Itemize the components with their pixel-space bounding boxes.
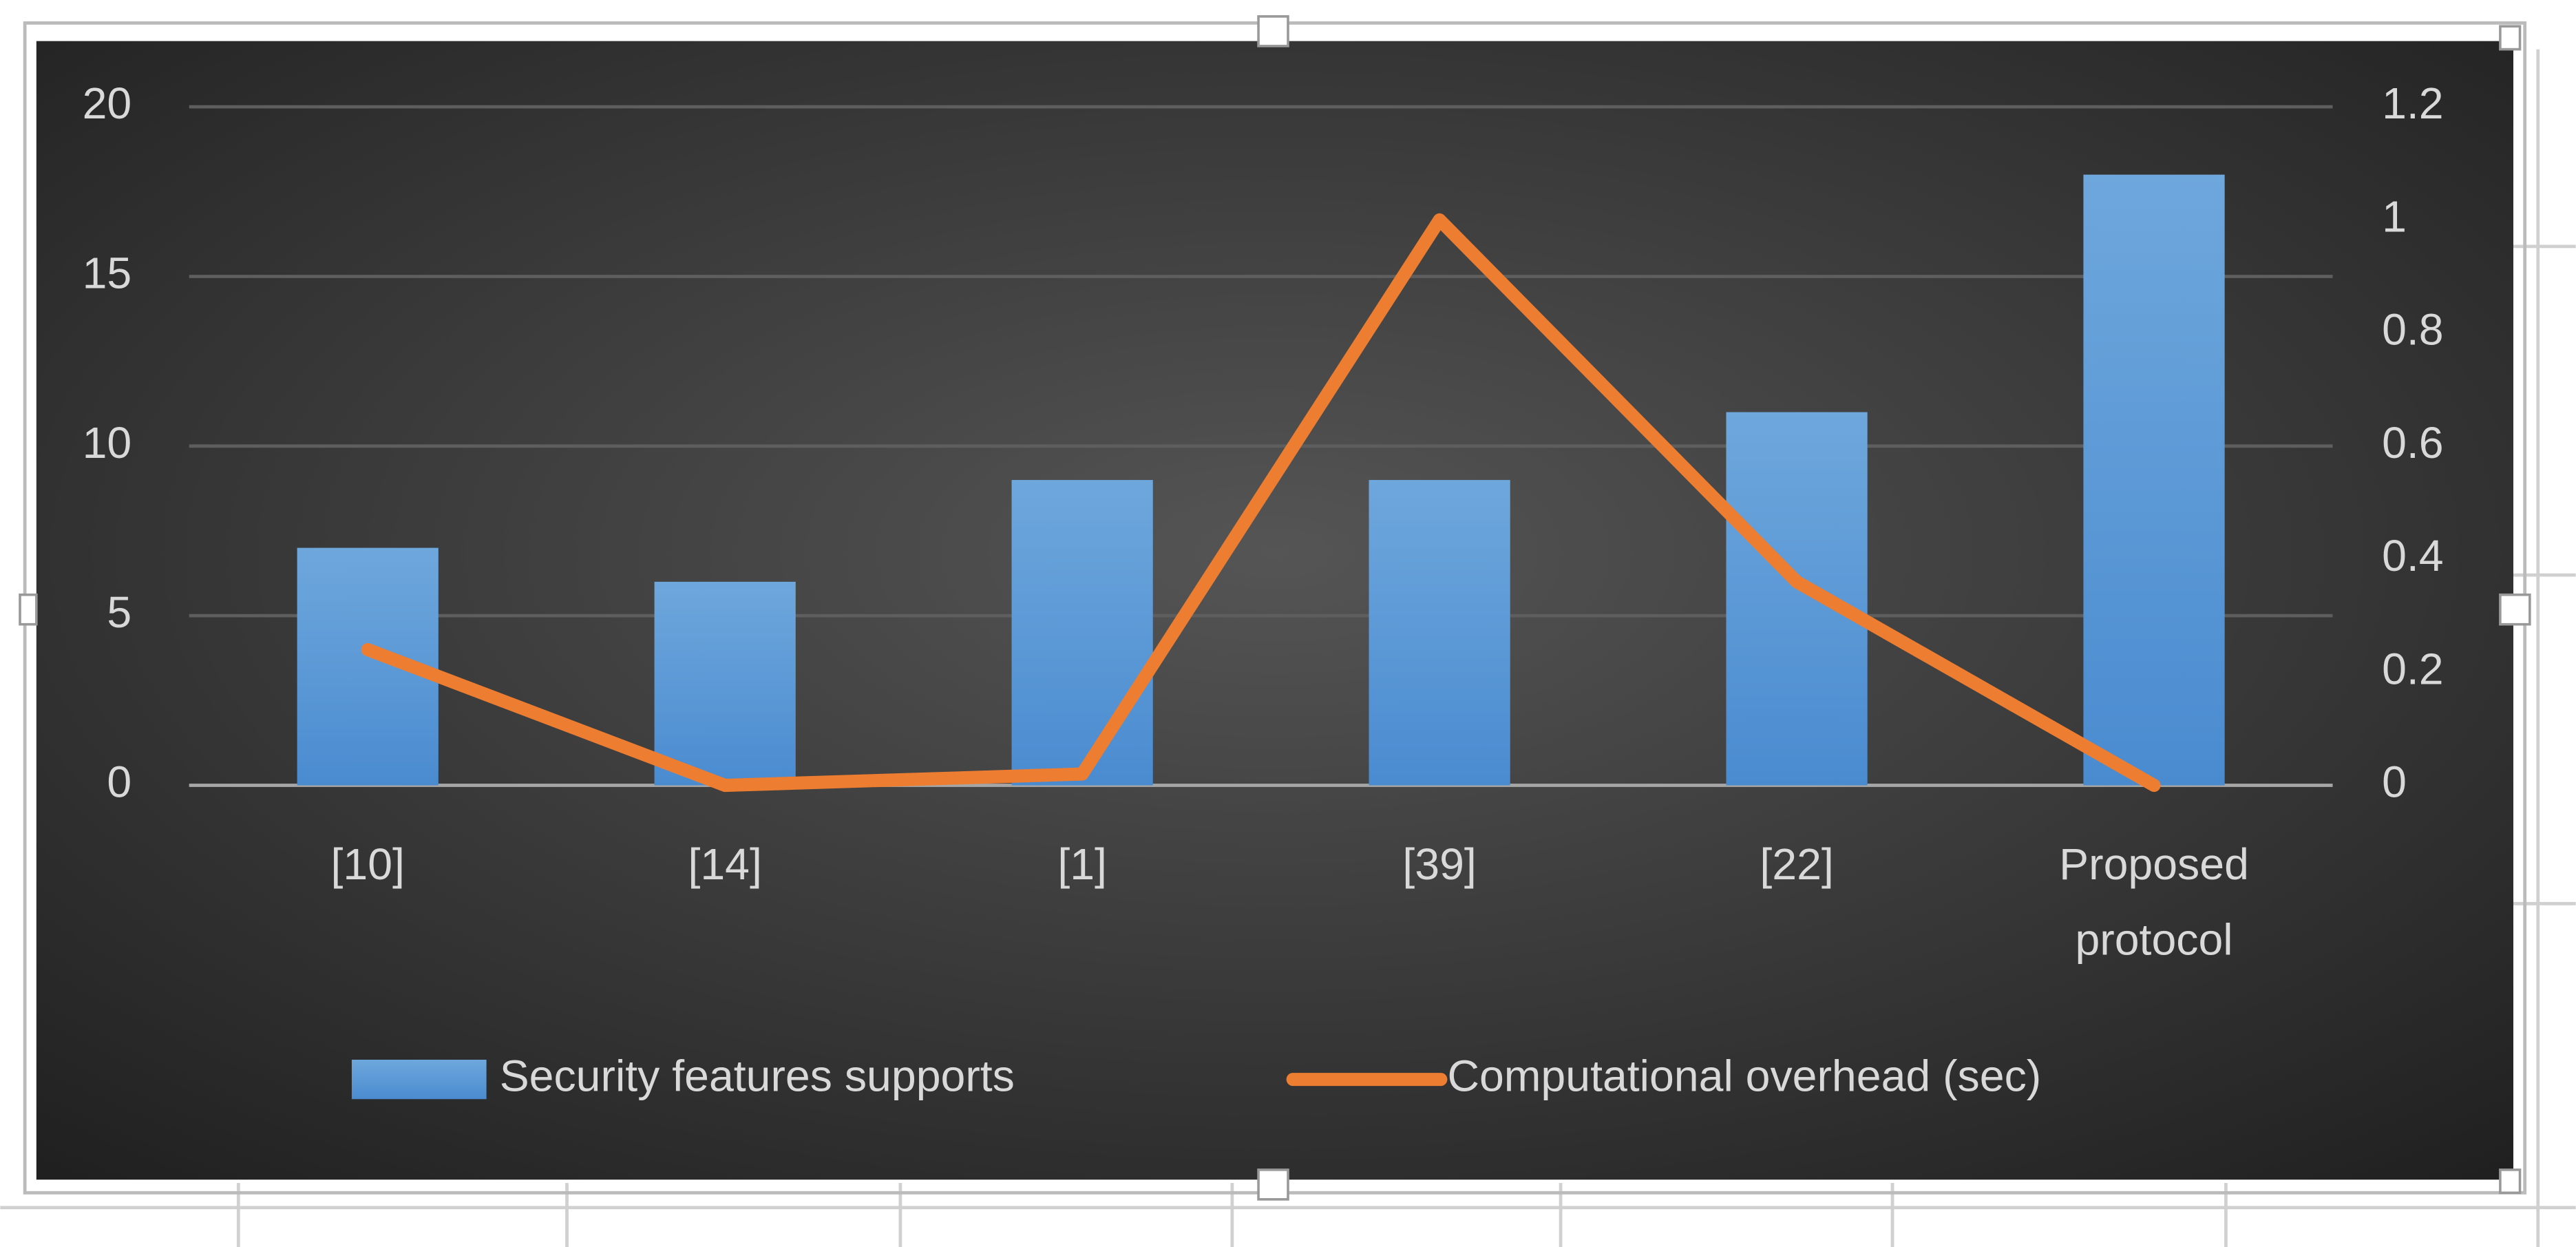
bar xyxy=(1011,480,1153,786)
x-tick-label: [39] xyxy=(1402,839,1476,889)
line xyxy=(361,213,2161,793)
legend-label: Computational overhead (sec) xyxy=(1447,1051,2041,1101)
x-tick-label: [1] xyxy=(1057,839,1107,889)
y-tick-label: 15 xyxy=(83,248,132,297)
y2-tick-label: 0.6 xyxy=(2382,418,2444,468)
legend-label: Security features supports xyxy=(500,1051,1015,1101)
legend-swatch xyxy=(351,1059,487,1100)
x-tick-label: [10] xyxy=(331,839,405,889)
bar xyxy=(1726,412,1868,786)
y2-tick-label: 1.2 xyxy=(2382,78,2444,128)
y-tick-label: 0 xyxy=(107,757,131,807)
y-tick-label: 5 xyxy=(107,587,131,637)
bar xyxy=(1369,480,1510,786)
y2-tick-label: 0.4 xyxy=(2382,531,2444,580)
y2-tick-label: 0.8 xyxy=(2382,305,2444,355)
y2-tick-label: 0.2 xyxy=(2382,644,2444,693)
x-tick-label: Proposed protocol xyxy=(2059,839,2249,965)
y-tick-label: 10 xyxy=(83,418,132,468)
y-tick-label: 20 xyxy=(83,78,132,128)
resize-handles xyxy=(19,15,2531,1201)
x-tick-label: [22] xyxy=(1760,839,1833,889)
y2-tick-label: 1 xyxy=(2382,191,2407,241)
y2-tick-label: 0 xyxy=(2382,757,2407,807)
x-tick-label: [14] xyxy=(688,839,761,889)
bar xyxy=(654,581,796,786)
bar xyxy=(2083,174,2225,786)
